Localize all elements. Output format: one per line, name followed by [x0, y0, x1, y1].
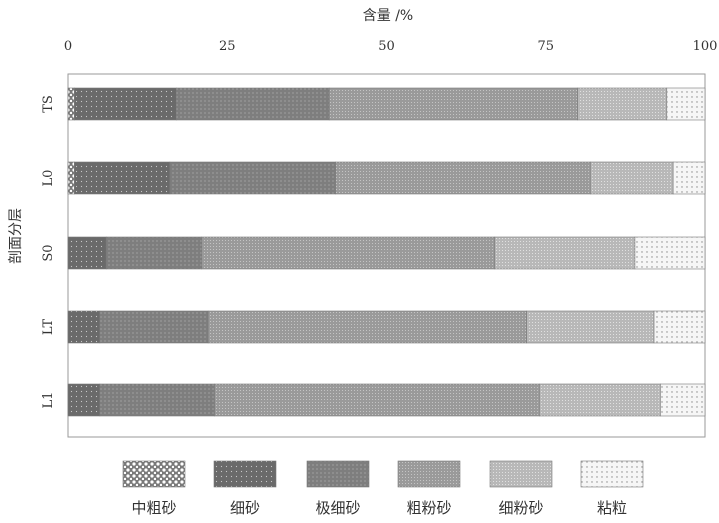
legend-swatch [581, 461, 643, 487]
y-tick-label: L0 [41, 170, 56, 187]
y-tick-label: S0 [41, 244, 56, 261]
bar-segment-L1-3 [215, 384, 540, 416]
legend-swatch [307, 461, 369, 487]
bar-segment-L1-4 [539, 384, 660, 416]
bar-segment-L0-4 [590, 162, 673, 194]
bar-segment-S0-5 [635, 237, 705, 269]
legend: 中粗砂 细砂 极细砂 粗粉砂 细粉砂 粘粒 [123, 461, 643, 517]
y-tick-label: LT [41, 319, 56, 336]
legend-swatch [123, 461, 185, 487]
x-axis-tick-labels: 0 25 50 75 100 [64, 39, 718, 54]
x-tick-label: 0 [64, 39, 72, 54]
bar-segment-L0-3 [336, 162, 591, 194]
bar-segment-LT-2 [100, 311, 208, 343]
legend-swatch [490, 461, 552, 487]
bar-segment-S0-2 [106, 237, 202, 269]
x-axis-title: 含量 /% [363, 8, 413, 24]
bar-segment-L0-0 [68, 162, 74, 194]
bar-segment-LT-5 [654, 311, 705, 343]
y-axis-title: 剖面分层 [8, 208, 24, 264]
legend-label: 极细砂 [315, 499, 360, 517]
bar-segment-LT-1 [68, 311, 100, 343]
bar-segment-TS-0 [68, 88, 74, 120]
bar-segment-L1-1 [68, 384, 100, 416]
bar-segment-S0-1 [68, 237, 106, 269]
x-tick-label: 75 [537, 39, 554, 54]
bar-segment-TS-2 [176, 88, 329, 120]
y-tick-label: L1 [41, 392, 56, 409]
legend-swatch [214, 461, 276, 487]
x-tick-label: 25 [219, 39, 236, 54]
bar-segment-TS-3 [329, 88, 577, 120]
x-tick-label: 50 [378, 39, 395, 54]
legend-label: 中粗砂 [131, 499, 176, 517]
bar-segments [68, 88, 705, 416]
legend-label: 细粉砂 [498, 499, 543, 517]
legend-label: 粘粒 [597, 499, 627, 517]
bar-segment-S0-3 [202, 237, 495, 269]
bar-segment-L0-5 [673, 162, 705, 194]
bar-segment-TS-5 [667, 88, 705, 120]
legend-label: 细砂 [230, 499, 260, 517]
bar-segment-S0-4 [495, 237, 635, 269]
bar-segment-L0-2 [170, 162, 336, 194]
bar-segment-L0-1 [74, 162, 170, 194]
bar-segment-TS-1 [74, 88, 176, 120]
bar-segment-L1-2 [100, 384, 215, 416]
y-axis-tick-labels: TS L0 S0 LT L1 [41, 95, 56, 408]
bar-segment-TS-4 [578, 88, 667, 120]
x-tick-label: 100 [693, 39, 718, 54]
y-tick-label: TS [41, 95, 56, 113]
legend-label: 粗粉砂 [406, 499, 451, 517]
bar-segment-LT-4 [527, 311, 654, 343]
legend-swatch [398, 461, 460, 487]
bar-segment-L1-5 [660, 384, 705, 416]
bar-segment-LT-3 [208, 311, 527, 343]
